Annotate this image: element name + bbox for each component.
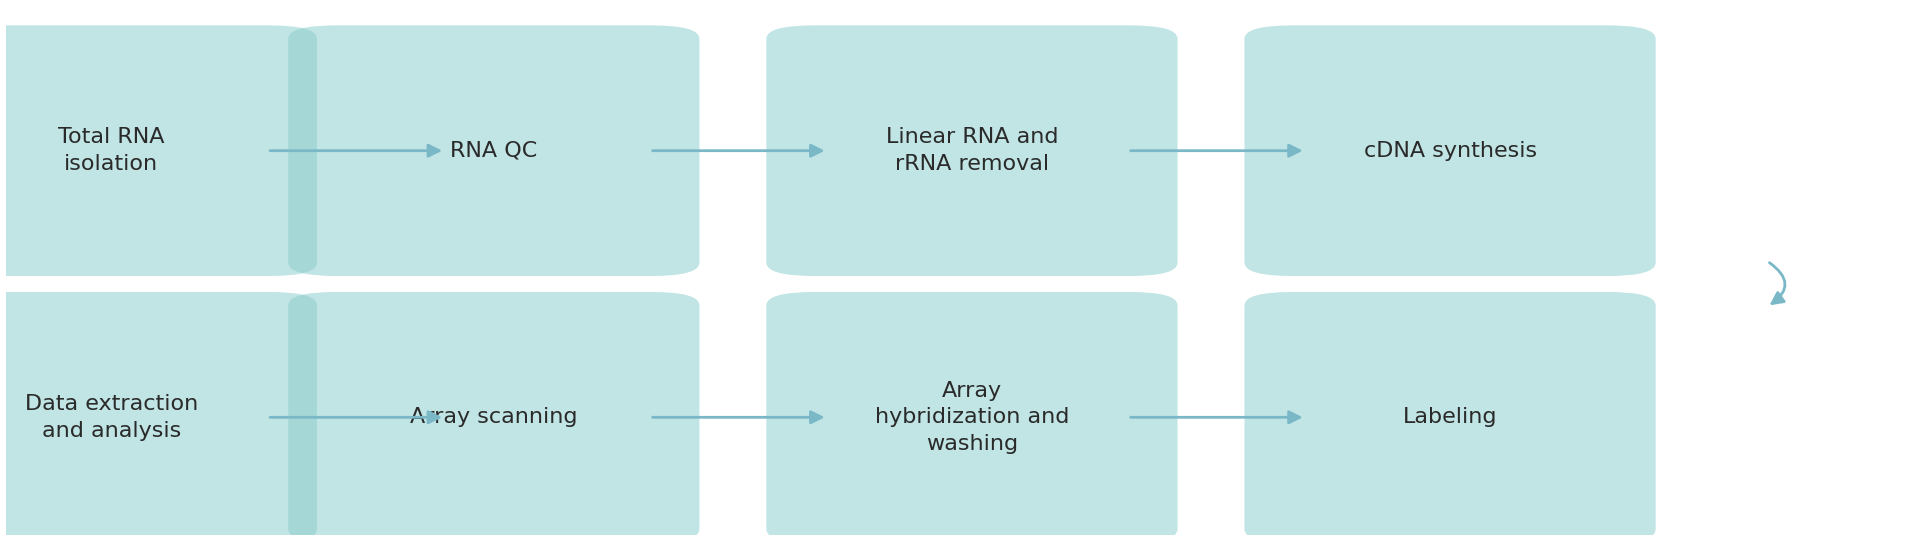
FancyBboxPatch shape bbox=[0, 25, 317, 276]
FancyBboxPatch shape bbox=[766, 292, 1177, 536]
FancyBboxPatch shape bbox=[288, 292, 699, 536]
Text: Array scanning: Array scanning bbox=[411, 407, 578, 427]
Text: Array
hybridization and
washing: Array hybridization and washing bbox=[876, 381, 1069, 453]
FancyBboxPatch shape bbox=[1244, 292, 1655, 536]
FancyBboxPatch shape bbox=[288, 25, 699, 276]
FancyBboxPatch shape bbox=[1244, 25, 1655, 276]
Text: Total RNA
isolation: Total RNA isolation bbox=[58, 128, 165, 174]
Text: Linear RNA and
rRNA removal: Linear RNA and rRNA removal bbox=[885, 128, 1058, 174]
Text: Data extraction
and analysis: Data extraction and analysis bbox=[25, 394, 198, 441]
FancyBboxPatch shape bbox=[766, 25, 1177, 276]
Text: cDNA synthesis: cDNA synthesis bbox=[1363, 140, 1536, 161]
FancyBboxPatch shape bbox=[0, 292, 317, 536]
Text: RNA QC: RNA QC bbox=[449, 140, 538, 161]
Text: Labeling: Labeling bbox=[1404, 407, 1498, 427]
